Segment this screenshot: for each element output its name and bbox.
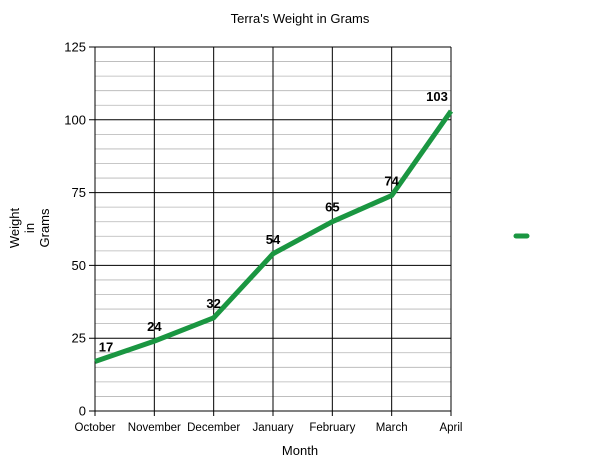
series-line <box>94 109 454 364</box>
x-tick-label: October <box>75 422 116 434</box>
data-label: 103 <box>426 89 448 104</box>
data-label: 54 <box>266 232 281 247</box>
y-tick-label: 25 <box>72 331 86 346</box>
x-tick-label: January <box>253 422 294 434</box>
data-label: 32 <box>206 296 220 311</box>
series-layer <box>94 109 454 364</box>
data-label: 74 <box>384 174 399 189</box>
data-label: 24 <box>147 319 162 334</box>
y-tick-label: 50 <box>72 258 86 273</box>
y-tick-label: 125 <box>64 40 86 55</box>
vertical-grid <box>94 47 452 411</box>
chart-title: Terra's Weight in Grams <box>231 11 370 26</box>
y-axis-label-line-3: Grams <box>37 208 52 248</box>
y-tick-label: 100 <box>64 112 86 127</box>
y-tick-label: 75 <box>72 185 86 200</box>
data-labels: 17 24 32 54 65 74 103 <box>99 89 448 354</box>
x-tick-label: November <box>128 422 181 434</box>
y-axis-label-line-1: Weight <box>7 208 22 249</box>
data-label: 17 <box>99 339 113 354</box>
x-axis-ticks: October November December January February Ma… <box>75 411 463 434</box>
x-axis-label: Month <box>282 443 318 458</box>
x-tick-label: March <box>376 422 408 434</box>
x-tick-label: December <box>187 422 240 434</box>
x-tick-label: February <box>309 422 355 434</box>
data-label: 65 <box>325 200 339 215</box>
x-tick-label: April <box>439 422 462 434</box>
major-grid <box>89 46 451 412</box>
y-tick-label: 0 <box>79 404 86 419</box>
y-axis-ticks: 0 25 50 75 100 125 <box>64 40 86 419</box>
y-axis-label-line-2: in <box>22 223 37 233</box>
y-axis-label: Weight in Grams <box>7 208 52 249</box>
